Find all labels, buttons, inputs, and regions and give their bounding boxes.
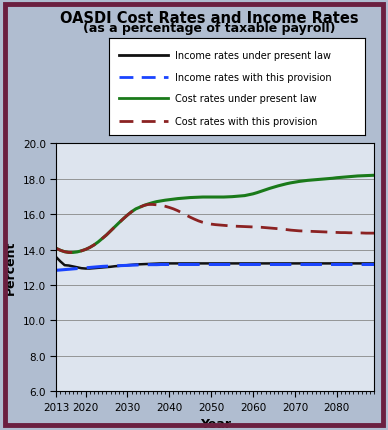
Text: Income rates with this provision: Income rates with this provision [175,72,332,83]
X-axis label: Year: Year [200,417,231,430]
Y-axis label: Percent: Percent [4,240,17,295]
Text: Cost rates under present law: Cost rates under present law [175,94,317,104]
Text: (as a percentage of taxable payroll): (as a percentage of taxable payroll) [83,22,336,35]
Text: Income rates under present law: Income rates under present law [175,51,331,61]
Text: Cost rates with this provision: Cost rates with this provision [175,117,318,127]
Text: OASDI Cost Rates and Income Rates: OASDI Cost Rates and Income Rates [60,11,359,26]
